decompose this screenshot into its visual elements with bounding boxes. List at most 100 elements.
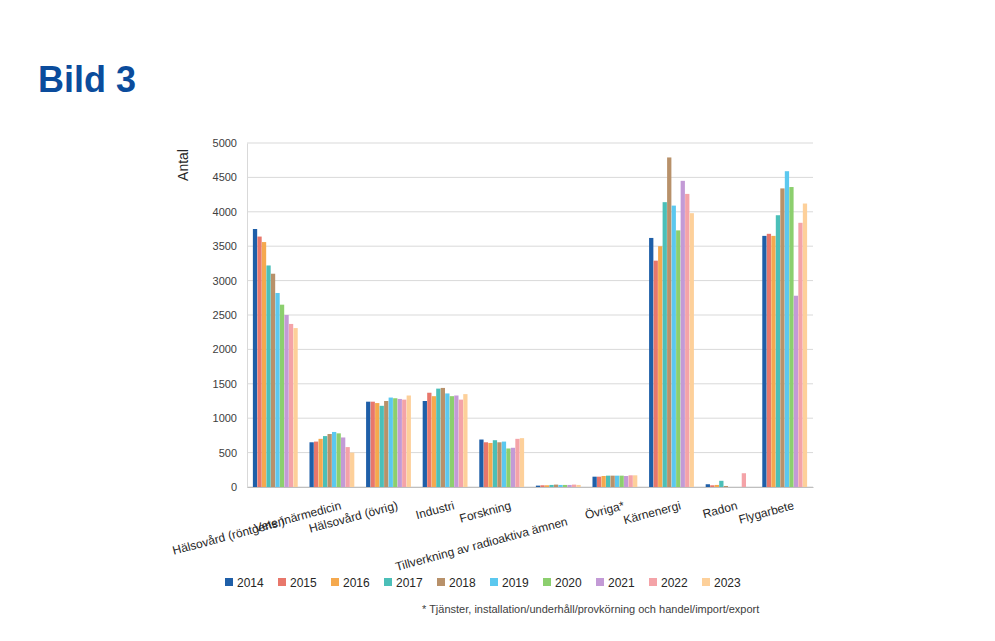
bar bbox=[798, 223, 802, 487]
legend-label: 2015 bbox=[290, 576, 317, 590]
bar bbox=[289, 324, 293, 487]
bar bbox=[511, 448, 515, 487]
bar-series bbox=[293, 204, 807, 487]
y-axis-title: Antal bbox=[175, 149, 191, 181]
legend-swatch bbox=[702, 578, 710, 586]
y-tick: 2500 bbox=[213, 309, 247, 321]
legend-label: 2014 bbox=[237, 576, 264, 590]
y-tick-label: 5000 bbox=[213, 137, 237, 149]
bar bbox=[497, 442, 501, 487]
bar bbox=[293, 328, 297, 487]
y-tick: 3500 bbox=[213, 240, 247, 252]
bar bbox=[389, 398, 393, 487]
bar bbox=[441, 388, 445, 487]
bar bbox=[771, 236, 775, 487]
bar bbox=[366, 402, 370, 487]
legend-label: 2021 bbox=[608, 576, 635, 590]
bar bbox=[710, 485, 714, 487]
grid-line bbox=[247, 177, 813, 178]
bar bbox=[672, 206, 676, 487]
bar bbox=[654, 261, 658, 487]
x-tick-label: Kärnenergi bbox=[622, 498, 682, 527]
y-tick-label: 4500 bbox=[213, 171, 237, 183]
bar bbox=[576, 485, 580, 487]
legend-swatch bbox=[331, 578, 339, 586]
bar bbox=[658, 246, 662, 487]
legend-swatch bbox=[384, 578, 392, 586]
legend-label: 2017 bbox=[396, 576, 423, 590]
bar bbox=[601, 476, 605, 487]
bar bbox=[375, 403, 379, 487]
bar-series bbox=[271, 157, 785, 487]
y-tick: 2000 bbox=[213, 343, 247, 355]
grid-line bbox=[247, 418, 813, 419]
bar bbox=[314, 442, 318, 487]
x-tick: Industri bbox=[414, 487, 456, 522]
bar bbox=[794, 296, 798, 487]
bar bbox=[597, 477, 601, 487]
bar bbox=[337, 433, 341, 487]
chart: Bild 30500100015002000250030003500400045… bbox=[0, 0, 995, 641]
grid-line bbox=[247, 383, 813, 384]
grid-line bbox=[247, 487, 813, 488]
x-tick-label: Radon bbox=[701, 498, 739, 521]
bar bbox=[318, 439, 322, 487]
grid-line bbox=[247, 211, 813, 212]
bar bbox=[567, 485, 571, 487]
x-tick-label: Övriga* bbox=[583, 498, 626, 522]
bar bbox=[266, 265, 270, 487]
bar bbox=[323, 436, 327, 487]
bar bbox=[432, 396, 436, 487]
bar-series bbox=[253, 229, 767, 487]
x-axis: Hälsovård (röntgens.)VeterinärmedicinHäl… bbox=[171, 487, 814, 574]
bar bbox=[445, 393, 449, 487]
bar bbox=[706, 484, 710, 487]
y-tick: 1000 bbox=[213, 412, 247, 424]
bar bbox=[685, 194, 689, 487]
bar bbox=[663, 202, 667, 487]
y-tick: 0 bbox=[231, 481, 247, 493]
bar bbox=[398, 399, 402, 487]
bar bbox=[280, 305, 284, 487]
bar bbox=[262, 242, 266, 487]
legend: 2014201520162017201820192020202120222023 bbox=[225, 576, 741, 590]
grid-line bbox=[247, 143, 813, 144]
bar bbox=[275, 293, 279, 487]
bar bbox=[629, 475, 633, 487]
y-tick: 5000 bbox=[213, 137, 247, 149]
legend-swatch bbox=[437, 578, 445, 586]
bar bbox=[549, 485, 553, 487]
x-tick: Flygarbete bbox=[737, 487, 796, 527]
legend-label: 2023 bbox=[714, 576, 741, 590]
bar bbox=[350, 453, 354, 487]
bar bbox=[423, 401, 427, 487]
bar bbox=[459, 400, 463, 487]
bar bbox=[520, 438, 524, 487]
bar bbox=[341, 437, 345, 487]
bar bbox=[309, 442, 313, 487]
bar bbox=[767, 234, 771, 487]
bar bbox=[715, 485, 719, 487]
legend-swatch bbox=[649, 578, 657, 586]
y-tick-label: 3500 bbox=[213, 240, 237, 252]
grid-line bbox=[247, 280, 813, 281]
bar bbox=[719, 481, 723, 487]
legend-swatch bbox=[225, 578, 233, 586]
y-tick-label: 4000 bbox=[213, 206, 237, 218]
bar bbox=[681, 181, 685, 487]
y-tick-label: 3000 bbox=[213, 275, 237, 287]
grid-line bbox=[247, 246, 813, 247]
y-tick: 500 bbox=[219, 447, 247, 459]
bar-series bbox=[275, 171, 789, 487]
bar bbox=[332, 432, 336, 487]
bar bbox=[558, 485, 562, 487]
bar bbox=[454, 395, 458, 487]
bar bbox=[789, 187, 793, 487]
bar bbox=[606, 476, 610, 487]
bar bbox=[780, 188, 784, 487]
bar bbox=[271, 274, 275, 487]
y-tick-label: 0 bbox=[231, 481, 237, 493]
legend-label: 2022 bbox=[661, 576, 688, 590]
y-axis-line bbox=[247, 144, 248, 488]
bar bbox=[393, 398, 397, 487]
